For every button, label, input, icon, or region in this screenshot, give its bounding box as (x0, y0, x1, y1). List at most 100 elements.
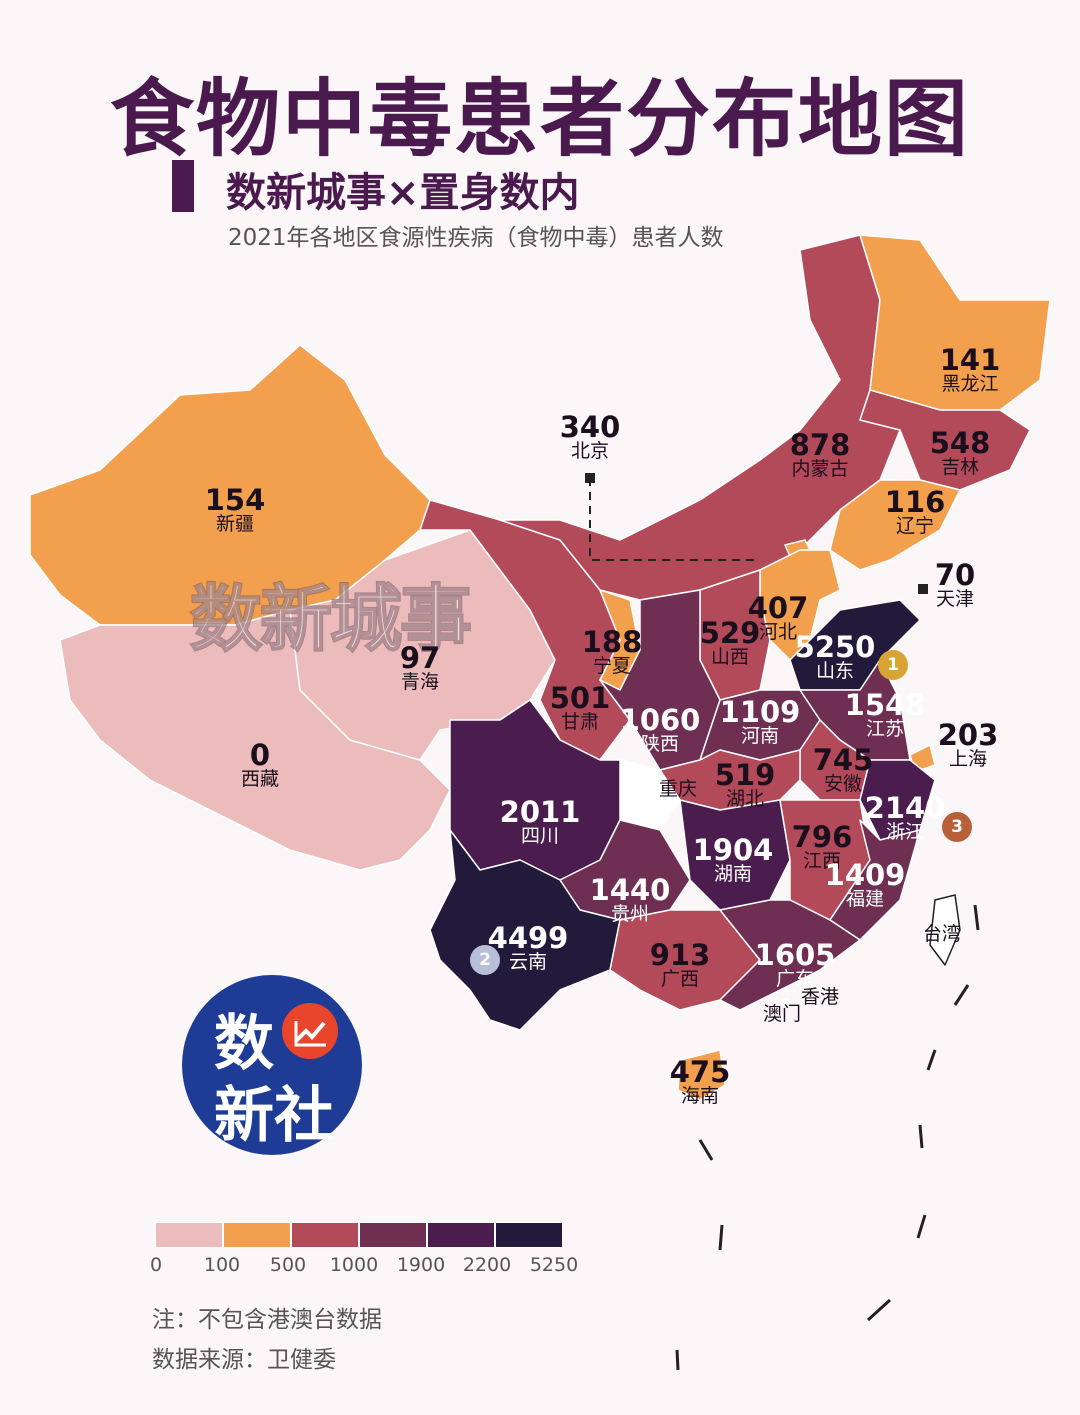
region-value: 796 (791, 819, 853, 854)
region-label-青海: 97 青海 (399, 640, 441, 694)
region-value: 1060 (619, 702, 701, 737)
region-label-吉林: 548 吉林 (929, 425, 991, 479)
region-value: 475 (669, 1054, 731, 1089)
legend-bin-4 (427, 1222, 495, 1248)
nine-dash-line (675, 904, 980, 1371)
region-value: 1109 (719, 694, 801, 729)
region-label-香港: 香港 (801, 987, 839, 1008)
region-label-浙江: 2140 浙江 (865, 792, 946, 843)
chart-line-icon (282, 1003, 338, 1059)
medal-2: 2 (470, 945, 500, 975)
region-name: 上海 (948, 748, 988, 771)
region-name: 辽宁 (895, 515, 935, 538)
region-label-重庆: 重庆 (658, 778, 698, 801)
region-label-台湾: 台湾 (922, 923, 962, 946)
region-香港 (799, 992, 813, 1003)
region-name: 安徽 (823, 773, 863, 796)
region-name: 福建 (845, 888, 884, 911)
caption: 2021年各地区食源性疾病（食物中毒）患者人数 (228, 225, 724, 251)
region-name: 山东 (815, 660, 854, 683)
region-name: 四川 (520, 825, 559, 848)
legend-bin-2 (291, 1222, 359, 1248)
map-title: 食物中毒患者分布地图 (109, 70, 970, 168)
region-label-辽宁: 116 辽宁 (885, 486, 946, 538)
region-新疆 (29, 344, 431, 626)
region-label-北京: 340 北京 (559, 409, 621, 462)
region-label-湖北: 519 湖北 (714, 757, 776, 810)
region-label-安徽: 745 安徽 (813, 744, 874, 796)
region-name: 湖南 (713, 863, 752, 886)
region-label-江苏: 1548 江苏 (844, 687, 926, 740)
data-source: 数据来源：卫健委 (152, 1347, 336, 1373)
region-name: 贵州 (610, 903, 649, 926)
region-label-宁夏: 188 宁夏 (581, 624, 643, 677)
region-label-山西: 529 山西 (699, 615, 761, 669)
region-name: 山西 (710, 646, 750, 669)
region-name: 广东 (775, 968, 814, 991)
region-label-广东: 1605 广东 (755, 939, 836, 991)
legend-bin-1 (223, 1222, 291, 1248)
region-广东 (719, 899, 861, 1011)
region-name: 甘肃 (560, 711, 600, 734)
region-label-贵州: 1440 贵州 (590, 874, 671, 926)
region-name: 内蒙古 (791, 458, 849, 481)
region-value: 1904 (692, 832, 774, 867)
legend-tick: 100 (203, 1254, 241, 1276)
region-label-河南: 1109 河南 (719, 694, 801, 747)
region-value: 340 (559, 409, 621, 444)
region-value: 1548 (844, 687, 926, 722)
region-label-内蒙古: 878 内蒙古 (789, 427, 851, 481)
color-legend (155, 1222, 563, 1248)
region-name: 陕西 (640, 733, 679, 756)
region-value: 548 (929, 425, 991, 460)
region-value: 97 (399, 640, 441, 675)
region-name: 吉林 (940, 456, 980, 479)
region-name: 云南 (508, 951, 547, 974)
region-name: 河北 (758, 621, 798, 644)
region-value: 141 (939, 342, 1001, 377)
logo-text-1: 数 (214, 1009, 274, 1079)
region-name: 重庆 (658, 778, 698, 801)
region-label-河北: 407 河北 (747, 590, 809, 644)
region-value: 4499 (487, 920, 569, 955)
region-name: 澳门 (762, 1003, 802, 1026)
medal-3: 3 (942, 812, 972, 842)
region-name: 青海 (400, 671, 440, 694)
region-label-广西: 913 广西 (649, 937, 711, 991)
region-value: 407 (747, 590, 809, 625)
legend-tick: 2200 (462, 1254, 512, 1276)
region-value: 878 (789, 427, 851, 462)
region-value: 1409 (824, 857, 906, 892)
footnote: 注：不包含港澳台数据 (152, 1307, 382, 1333)
region-label-湖南: 1904 湖南 (692, 832, 774, 886)
region-label-海南: 475 海南 (669, 1054, 731, 1108)
region-value: 154 (204, 482, 266, 517)
region-台湾 (929, 894, 961, 966)
beijing-marker (585, 473, 595, 483)
region-吉林 (859, 389, 1031, 491)
region-value: 519 (714, 757, 776, 792)
region-name: 新疆 (215, 513, 255, 536)
region-value: 188 (581, 624, 643, 659)
region-label-云南: 4499 云南 (487, 920, 569, 974)
region-label-甘肃: 501 甘肃 (550, 682, 611, 734)
medal-1: 1 (878, 650, 908, 680)
region-name: 海南 (680, 1085, 720, 1108)
region-label-江西: 796 江西 (791, 819, 853, 872)
region-name: 台湾 (922, 923, 962, 946)
region-value: 2011 (499, 794, 581, 829)
region-label-天津: 70 天津 (934, 557, 976, 610)
legend-bin-0 (155, 1222, 223, 1248)
region-label-四川: 2011 四川 (499, 794, 581, 848)
region-name: 广西 (660, 968, 700, 991)
region-辽宁 (829, 479, 961, 571)
region-value: 913 (649, 937, 711, 972)
legend-tick: 5250 (529, 1254, 579, 1276)
region-value: 70 (934, 557, 976, 592)
region-value: 529 (699, 615, 761, 650)
tianjin-marker (918, 584, 928, 594)
logo: 数 新社 (182, 975, 362, 1155)
region-澳门 (781, 998, 790, 1007)
logo-text-2: 新社 (214, 1081, 334, 1151)
region-label-新疆: 154 新疆 (204, 482, 266, 536)
